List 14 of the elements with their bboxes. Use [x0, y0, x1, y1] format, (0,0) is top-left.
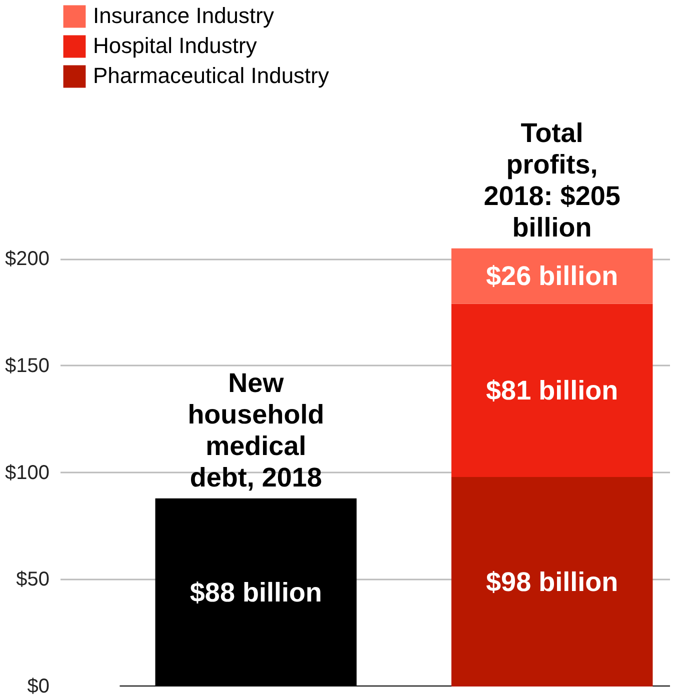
data-label: $88 billion	[190, 577, 322, 608]
y-tick-label: $150	[5, 354, 50, 377]
legend-label: Hospital Industry	[93, 32, 257, 60]
y-tick-label: $200	[5, 248, 50, 270]
annotation: New household medical debt, 2018	[188, 368, 324, 492]
y-tick-label: $0	[27, 676, 50, 698]
data-label: $81 billion	[486, 375, 618, 406]
annotation: Total profits, 2018: $205 billion	[484, 118, 620, 242]
y-tick-label: $100	[5, 462, 50, 484]
legend-label: Insurance Industry	[93, 2, 274, 30]
data-label: $98 billion	[486, 566, 618, 597]
legend-label: Pharmaceutical Industry	[93, 62, 329, 90]
y-tick-label: $50	[16, 568, 50, 591]
data-label: $26 billion	[486, 261, 618, 292]
